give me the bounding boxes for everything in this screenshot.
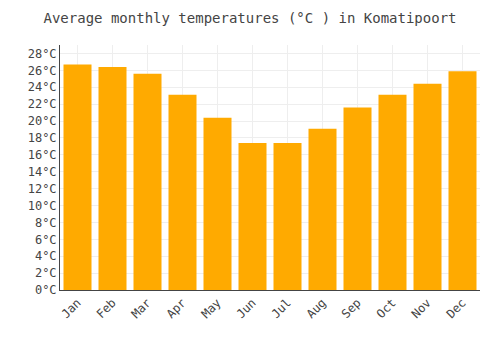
- svg-text:26°C: 26°C: [28, 64, 57, 78]
- svg-text:10°C: 10°C: [28, 199, 57, 213]
- svg-text:Apr: Apr: [164, 296, 189, 321]
- svg-text:Jul: Jul: [269, 296, 294, 321]
- svg-text:24°C: 24°C: [28, 80, 57, 94]
- svg-text:Jun: Jun: [234, 296, 259, 321]
- svg-text:20°C: 20°C: [28, 114, 57, 128]
- svg-text:8°C: 8°C: [35, 216, 57, 230]
- svg-text:Oct: Oct: [374, 296, 399, 321]
- svg-text:4°C: 4°C: [35, 249, 57, 263]
- svg-text:6°C: 6°C: [35, 233, 57, 247]
- svg-text:16°C: 16°C: [28, 148, 57, 162]
- svg-text:18°C: 18°C: [28, 131, 57, 145]
- svg-text:May: May: [199, 296, 224, 321]
- svg-text:28°C: 28°C: [28, 47, 57, 61]
- svg-text:Mar: Mar: [129, 296, 154, 321]
- svg-text:2°C: 2°C: [35, 266, 57, 280]
- svg-text:Jan: Jan: [59, 296, 84, 321]
- svg-text:Average monthly temperatures (: Average monthly temperatures (°C ) in Ko…: [43, 10, 456, 26]
- svg-text:Dec: Dec: [444, 296, 469, 321]
- svg-text:14°C: 14°C: [28, 165, 57, 179]
- svg-text:Feb: Feb: [94, 296, 119, 321]
- svg-text:0°C: 0°C: [35, 283, 57, 297]
- svg-text:Sep: Sep: [339, 296, 364, 321]
- svg-text:12°C: 12°C: [28, 182, 57, 196]
- svg-text:Nov: Nov: [409, 296, 434, 321]
- svg-text:22°C: 22°C: [28, 97, 57, 111]
- svg-text:Aug: Aug: [304, 296, 329, 321]
